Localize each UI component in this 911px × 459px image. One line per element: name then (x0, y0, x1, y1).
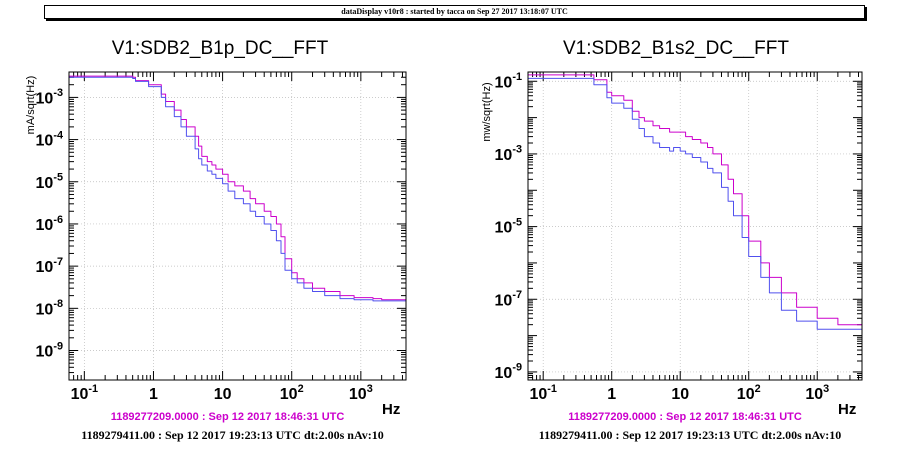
x-axis-label: Hz (382, 401, 400, 418)
grid (528, 72, 862, 380)
grid (69, 72, 406, 380)
banner-text: dataDisplay v10r8 : started by tacca on … (341, 7, 568, 16)
plot-frame (68, 71, 407, 381)
chart-title: V1:SDB2_B1p_DC__FFT (112, 38, 329, 59)
title-banner: dataDisplay v10r8 : started by tacca on … (44, 5, 865, 19)
series-current (528, 77, 862, 330)
series-current (69, 76, 406, 302)
ticks (527, 72, 862, 381)
y-axis-label: mA/sqrt(Hz) (25, 76, 37, 135)
y-tick-label: 10-3 (495, 144, 522, 164)
x-tick-label: 10 (214, 386, 232, 403)
x-tick-label: 102 (280, 383, 304, 403)
x-tick-label: 10-1 (529, 383, 556, 403)
y-tick-label: 10-3 (36, 87, 63, 107)
current-timestamp: 1189279411.00 : Sep 12 2017 19:23:13 UTC… (539, 428, 841, 442)
y-tick-label: 10-5 (36, 172, 63, 192)
ticks (68, 71, 406, 381)
x-tick-label: 103 (805, 383, 829, 403)
current-timestamp: 1189279411.00 : Sep 12 2017 19:23:13 UTC… (81, 428, 383, 442)
y-tick-label: 10-5 (495, 216, 522, 236)
x-tick-label: 102 (737, 383, 761, 403)
y-axis-label: mw/sqrt(Hz) (481, 82, 493, 141)
x-axis-label: Hz (838, 401, 856, 418)
x-tick-label: 103 (349, 383, 373, 403)
plot-frame (527, 71, 863, 381)
x-tick-label: 10-1 (71, 383, 98, 403)
y-tick-label: 10-1 (495, 71, 522, 91)
y-tick-label: 10-9 (495, 362, 522, 382)
reference-timestamp: 1189277209.0000 : Sep 12 2017 18:46:31 U… (111, 411, 345, 423)
y-tick-label: 10-4 (36, 129, 63, 149)
y-tick-label: 10-6 (36, 214, 63, 234)
x-tick-label: 10 (671, 386, 689, 403)
chart-1: V1:SDB2_B1p_DC__FFT 10-1 1 10 102 103 10-9 10-8… (25, 38, 407, 442)
chart-2: V1:SDB2_B1s2_DC__FFT 10-1 1 10 102 103 10-9 10-… (481, 38, 863, 442)
x-tick-label: 1 (149, 386, 158, 403)
y-tick-label: 10-8 (36, 298, 63, 318)
y-tick-label: 10-7 (495, 289, 522, 309)
reference-timestamp: 1189277209.0000 : Sep 12 2017 18:46:31 U… (568, 411, 802, 423)
y-tick-label: 10-7 (36, 256, 63, 276)
series-reference (528, 74, 862, 326)
x-tick-label: 1 (607, 386, 616, 403)
chart-title: V1:SDB2_B1s2_DC__FFT (563, 38, 789, 59)
y-tick-label: 10-9 (36, 340, 63, 360)
